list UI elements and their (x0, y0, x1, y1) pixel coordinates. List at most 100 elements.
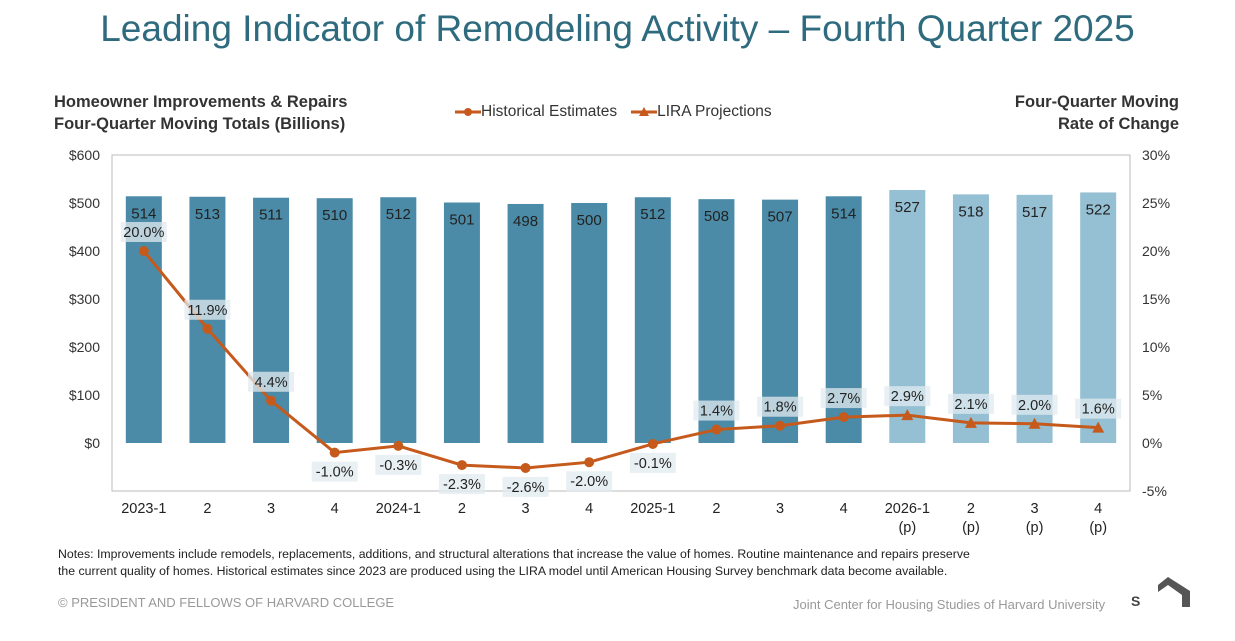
bar (316, 198, 353, 443)
notes-line2: the current quality of homes. Historical… (58, 564, 948, 578)
x-tick-sublabel: (p) (898, 520, 916, 536)
x-tick-sublabel: (p) (1089, 520, 1107, 536)
projection-marker (964, 416, 977, 428)
legend-label: LIRA Projections (657, 103, 772, 120)
historical-marker (584, 457, 595, 468)
bar-value-label: 514 (131, 205, 156, 222)
projection-marker (901, 409, 914, 421)
historical-marker (393, 440, 404, 451)
rate-label-bg (947, 393, 994, 414)
historical-marker (329, 447, 340, 458)
x-tick-sublabel: (p) (1026, 520, 1044, 536)
bar-value-label: 514 (831, 205, 856, 222)
x-tick-label: 3 (1031, 501, 1039, 517)
rate-label-bg (120, 222, 167, 242)
rate-label-bg (1075, 398, 1122, 419)
historical-marker (711, 424, 722, 435)
x-tick-label: 2025-1 (630, 501, 675, 517)
rate-label-bg (438, 474, 485, 495)
rate-label-bg (820, 388, 867, 409)
triangle-marker-icon (631, 107, 658, 116)
bar-value-label: 513 (195, 206, 220, 223)
x-tick-label: 2026-1 (885, 501, 930, 517)
rate-label: 2.9% (891, 389, 924, 405)
left-tick-label: $300 (69, 291, 100, 307)
rate-label: -2.6% (507, 480, 545, 496)
legend-historical: Historical Estimates (455, 103, 617, 121)
x-tick-label: 3 (776, 501, 784, 517)
right-tick-label: 10% (1142, 339, 1170, 355)
x-tick-label: 2023-1 (121, 501, 166, 517)
legend: Historical Estimates LIRA Projections (455, 103, 772, 121)
bar (571, 203, 608, 443)
right-axis-title-line1: Four-Quarter Moving (1014, 93, 1179, 111)
legend-label: Historical Estimates (481, 103, 618, 120)
bar-value-label: 500 (577, 212, 602, 229)
bar-value-label: 501 (449, 212, 474, 229)
historical-marker (202, 323, 213, 334)
plot-border (111, 154, 1131, 492)
rate-label-bg (375, 454, 422, 475)
rate-line (142, 250, 1099, 470)
x-tick-sublabel: (p) (962, 520, 980, 536)
left-axis-title-line2: Four-Quarter Moving Totals (Billions) (54, 115, 346, 133)
right-tick-label: 30% (1142, 147, 1170, 163)
right-tick-label: 0% (1142, 435, 1162, 451)
historical-marker (456, 460, 467, 471)
bar-value-label: 498 (513, 213, 538, 230)
left-tick-label: $500 (69, 195, 100, 211)
bar-value-label: 522 (1086, 201, 1111, 218)
left-tick-label: $0 (84, 435, 100, 451)
left-axis-title: Homeowner Improvements & Repairs Four-Qua… (54, 91, 347, 135)
page-title: Leading Indicator of Remodeling Activity… (100, 8, 1135, 49)
bar-value-label: 512 (386, 206, 411, 223)
left-tick-label: $600 (69, 147, 100, 163)
rate-label: 1.6% (1082, 402, 1115, 418)
right-tick-label: -5% (1142, 483, 1167, 499)
x-tick-label: 2 (203, 501, 211, 517)
bar-value-label: 511 (259, 207, 283, 224)
projection-marker (1028, 417, 1041, 429)
projection-marker (1092, 421, 1105, 433)
historical-marker (775, 420, 786, 431)
x-tick-label: 4 (840, 501, 848, 517)
bar (380, 197, 417, 443)
left-tick-label: $400 (69, 243, 100, 259)
rate-label: -0.1% (634, 456, 672, 472)
right-axis-title: Four-Quarter Moving Rate of Change (1015, 91, 1179, 135)
historical-marker (138, 246, 149, 256)
x-tick-label: 4 (585, 501, 593, 517)
bar-value-label: 517 (1022, 204, 1047, 221)
org-name: Joint Center for Housing Studies of Harv… (793, 597, 1106, 612)
x-tick-label: 3 (522, 501, 530, 517)
rate-label: 2.1% (954, 397, 987, 413)
rate-label-bg (1011, 394, 1058, 415)
circle-marker-icon (455, 108, 481, 116)
rate-label-bg (502, 476, 549, 497)
x-tick-label: 2 (967, 501, 975, 517)
x-tick-label: 2 (458, 501, 466, 517)
rate-label: 1.8% (764, 400, 797, 416)
copyright: © PRESIDENT AND FELLOWS OF HARVARD COLLE… (58, 595, 395, 610)
rate-label: 4.4% (255, 375, 288, 391)
historical-marker (647, 438, 658, 449)
rate-label: -1.0% (316, 465, 354, 481)
right-axis-title-line2: Rate of Change (1057, 115, 1179, 133)
rate-label-bg (311, 461, 358, 482)
svg-text:JCHS: JCHS (1130, 593, 1142, 609)
right-tick-label: 20% (1142, 243, 1170, 259)
bar-value-label: 527 (895, 199, 920, 216)
historical-marker (266, 395, 277, 406)
rate-label: 11.9% (187, 303, 227, 319)
rate-label-bg (184, 299, 231, 320)
bar-value-label: 512 (640, 206, 665, 223)
bar (253, 197, 290, 443)
rate-label: -2.0% (570, 474, 608, 490)
bar (634, 197, 671, 443)
bar-value-label: 510 (322, 207, 347, 224)
jchs-logo: JCHS (1130, 577, 1190, 609)
bar (507, 203, 544, 443)
legend-projections: LIRA Projections (631, 103, 772, 121)
rate-label-bg (693, 400, 740, 421)
